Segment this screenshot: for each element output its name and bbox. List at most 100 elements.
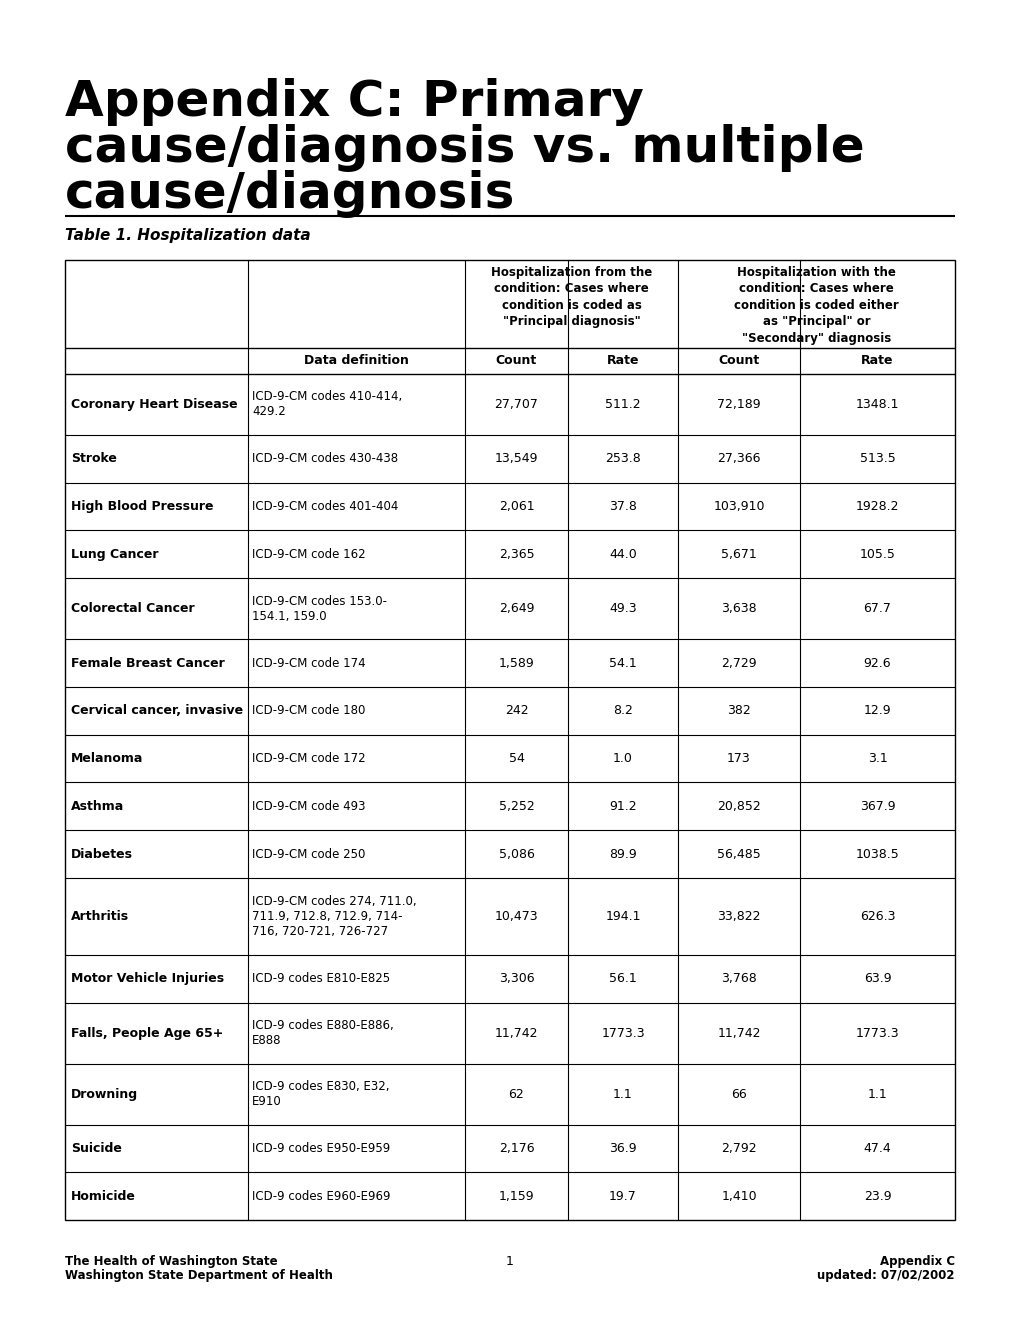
Text: Stroke: Stroke — [71, 453, 117, 466]
Text: 37.8: 37.8 — [608, 500, 636, 513]
Text: 13,549: 13,549 — [494, 453, 538, 466]
Text: 242: 242 — [504, 705, 528, 717]
Text: 5,671: 5,671 — [720, 548, 756, 561]
Text: 49.3: 49.3 — [608, 602, 636, 615]
Text: ICD-9-CM code 180: ICD-9-CM code 180 — [252, 705, 365, 717]
Text: ICD-9 codes E950-E959: ICD-9 codes E950-E959 — [252, 1142, 390, 1155]
Text: Arthritis: Arthritis — [71, 909, 129, 923]
Text: ICD-9 codes E810-E825: ICD-9 codes E810-E825 — [252, 972, 389, 985]
Text: 72,189: 72,189 — [716, 399, 760, 411]
Text: 56,485: 56,485 — [716, 847, 760, 861]
Text: Data definition: Data definition — [304, 355, 409, 367]
Bar — [65, 260, 954, 1220]
Text: Cervical cancer, invasive: Cervical cancer, invasive — [71, 705, 243, 717]
Text: ICD-9-CM code 172: ICD-9-CM code 172 — [252, 752, 365, 766]
Text: ICD-9 codes E830, E32,
E910: ICD-9 codes E830, E32, E910 — [252, 1080, 389, 1107]
Text: 103,910: 103,910 — [712, 500, 764, 513]
Text: Diabetes: Diabetes — [71, 847, 132, 861]
Text: 92.6: 92.6 — [863, 656, 891, 669]
Text: 63.9: 63.9 — [863, 972, 891, 985]
Text: 54: 54 — [508, 752, 524, 766]
Text: 2,792: 2,792 — [720, 1142, 756, 1155]
Text: 511.2: 511.2 — [604, 399, 640, 411]
Text: 1773.3: 1773.3 — [600, 1027, 644, 1040]
Text: 33,822: 33,822 — [716, 909, 760, 923]
Text: Suicide: Suicide — [71, 1142, 121, 1155]
Text: 1,589: 1,589 — [498, 656, 534, 669]
Text: 1.0: 1.0 — [612, 752, 633, 766]
Text: Hospitalization from the
condition: Cases where
condition is coded as
"Principal: Hospitalization from the condition: Case… — [490, 267, 651, 329]
Text: ICD-9 codes E880-E886,
E888: ICD-9 codes E880-E886, E888 — [252, 1019, 393, 1047]
Text: 194.1: 194.1 — [604, 909, 640, 923]
Text: Melanoma: Melanoma — [71, 752, 144, 766]
Text: 1.1: 1.1 — [867, 1088, 887, 1101]
Text: updated: 07/02/2002: updated: 07/02/2002 — [816, 1269, 954, 1282]
Text: 1928.2: 1928.2 — [855, 500, 899, 513]
Text: Colorectal Cancer: Colorectal Cancer — [71, 602, 195, 615]
Text: 10,473: 10,473 — [494, 909, 538, 923]
Text: 2,176: 2,176 — [498, 1142, 534, 1155]
Text: 19.7: 19.7 — [608, 1189, 636, 1203]
Text: 91.2: 91.2 — [608, 800, 636, 813]
Text: 1348.1: 1348.1 — [855, 399, 899, 411]
Text: 2,729: 2,729 — [720, 656, 756, 669]
Text: ICD-9-CM codes 430-438: ICD-9-CM codes 430-438 — [252, 453, 397, 466]
Text: Falls, People Age 65+: Falls, People Age 65+ — [71, 1027, 223, 1040]
Text: 367.9: 367.9 — [859, 800, 895, 813]
Text: 66: 66 — [731, 1088, 746, 1101]
Text: 2,649: 2,649 — [498, 602, 534, 615]
Text: Asthma: Asthma — [71, 800, 124, 813]
Text: ICD-9-CM code 250: ICD-9-CM code 250 — [252, 847, 365, 861]
Text: ICD-9 codes E960-E969: ICD-9 codes E960-E969 — [252, 1189, 390, 1203]
Text: cause/diagnosis vs. multiple: cause/diagnosis vs. multiple — [65, 124, 864, 172]
Text: Appendix C: Appendix C — [879, 1255, 954, 1269]
Text: 1,159: 1,159 — [498, 1189, 534, 1203]
Text: Rate: Rate — [606, 355, 639, 367]
Text: 56.1: 56.1 — [608, 972, 636, 985]
Text: ICD-9-CM codes 153.0-
154.1, 159.0: ICD-9-CM codes 153.0- 154.1, 159.0 — [252, 595, 386, 623]
Text: 2,365: 2,365 — [498, 548, 534, 561]
Text: The Health of Washington State: The Health of Washington State — [65, 1255, 277, 1269]
Text: Lung Cancer: Lung Cancer — [71, 548, 158, 561]
Text: ICD-9-CM codes 401-404: ICD-9-CM codes 401-404 — [252, 500, 398, 513]
Text: Count: Count — [717, 355, 759, 367]
Text: Count: Count — [495, 355, 537, 367]
Text: 173: 173 — [727, 752, 750, 766]
Text: 513.5: 513.5 — [859, 453, 895, 466]
Text: cause/diagnosis: cause/diagnosis — [65, 170, 515, 218]
Text: 3.1: 3.1 — [867, 752, 887, 766]
Text: ICD-9-CM code 162: ICD-9-CM code 162 — [252, 548, 365, 561]
Text: 89.9: 89.9 — [608, 847, 636, 861]
Text: Female Breast Cancer: Female Breast Cancer — [71, 656, 224, 669]
Text: ICD-9-CM codes 410-414,
429.2: ICD-9-CM codes 410-414, 429.2 — [252, 391, 401, 418]
Text: 44.0: 44.0 — [608, 548, 636, 561]
Text: High Blood Pressure: High Blood Pressure — [71, 500, 213, 513]
Text: 382: 382 — [727, 705, 750, 717]
Text: Rate: Rate — [860, 355, 893, 367]
Text: 3,638: 3,638 — [720, 602, 756, 615]
Text: ICD-9-CM codes 274, 711.0,
711.9, 712.8, 712.9, 714-
716, 720-721, 726-727: ICD-9-CM codes 274, 711.0, 711.9, 712.8,… — [252, 895, 416, 937]
Text: 5,086: 5,086 — [498, 847, 534, 861]
Text: 5,252: 5,252 — [498, 800, 534, 813]
Text: 27,707: 27,707 — [494, 399, 538, 411]
Text: 11,742: 11,742 — [716, 1027, 760, 1040]
Text: Drowning: Drowning — [71, 1088, 138, 1101]
Text: 8.2: 8.2 — [612, 705, 633, 717]
Text: Homicide: Homicide — [71, 1189, 136, 1203]
Text: Coronary Heart Disease: Coronary Heart Disease — [71, 399, 237, 411]
Text: Table 1. Hospitalization data: Table 1. Hospitalization data — [65, 228, 311, 243]
Text: Washington State Department of Health: Washington State Department of Health — [65, 1269, 332, 1282]
Text: 3,306: 3,306 — [498, 972, 534, 985]
Text: 1: 1 — [505, 1255, 514, 1269]
Text: 47.4: 47.4 — [863, 1142, 891, 1155]
Text: Appendix C: Primary: Appendix C: Primary — [65, 78, 643, 125]
Text: 11,742: 11,742 — [494, 1027, 538, 1040]
Text: 20,852: 20,852 — [716, 800, 760, 813]
Text: 1038.5: 1038.5 — [855, 847, 899, 861]
Text: ICD-9-CM code 493: ICD-9-CM code 493 — [252, 800, 365, 813]
Text: 67.7: 67.7 — [863, 602, 891, 615]
Text: 12.9: 12.9 — [863, 705, 891, 717]
Text: 105.5: 105.5 — [859, 548, 895, 561]
Text: 54.1: 54.1 — [608, 656, 636, 669]
Text: 36.9: 36.9 — [608, 1142, 636, 1155]
